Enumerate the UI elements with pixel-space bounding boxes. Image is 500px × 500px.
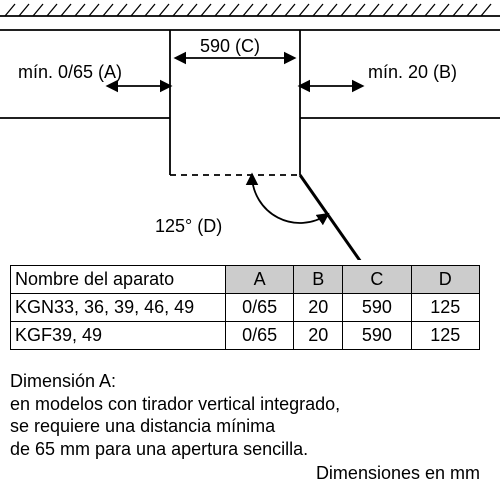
cell: 0/65: [225, 294, 293, 322]
col-D: D: [411, 266, 479, 294]
col-A: A: [225, 266, 293, 294]
table-row: KGF39, 490/6520590125: [11, 322, 480, 350]
left-clearance-label: mín. 0/65 (A): [18, 62, 122, 83]
model-name: KGF39, 49: [11, 322, 226, 350]
col-B: B: [294, 266, 343, 294]
installation-diagram: mín. 0/65 (A) mín. 20 (B) 590 (C) 125° (…: [0, 0, 500, 260]
cell: 20: [294, 322, 343, 350]
model-name: KGN33, 36, 39, 46, 49: [11, 294, 226, 322]
width-label: 590 (C): [200, 36, 260, 57]
angle-label: 125° (D): [155, 216, 222, 237]
note-line: en modelos con tirador vertical integrad…: [10, 393, 480, 416]
table-row: KGN33, 36, 39, 46, 490/6520590125: [11, 294, 480, 322]
note-title: Dimensión A:: [10, 370, 480, 393]
cell: 590: [343, 294, 411, 322]
cell: 590: [343, 322, 411, 350]
header-name: Nombre del aparato: [11, 266, 226, 294]
cell: 125: [411, 294, 479, 322]
units-note: Dimensiones en mm: [10, 462, 480, 485]
cell: 125: [411, 322, 479, 350]
note-line: de 65 mm para una apertura sencilla.: [10, 438, 480, 461]
notes: Dimensión A: en modelos con tirador vert…: [10, 370, 480, 485]
dimensions-table: Nombre del aparato ABCD KGN33, 36, 39, 4…: [10, 265, 480, 350]
cell: 0/65: [225, 322, 293, 350]
cell: 20: [294, 294, 343, 322]
note-line: se requiere una distancia mínima: [10, 415, 480, 438]
right-clearance-label: mín. 20 (B): [368, 62, 457, 83]
col-C: C: [343, 266, 411, 294]
